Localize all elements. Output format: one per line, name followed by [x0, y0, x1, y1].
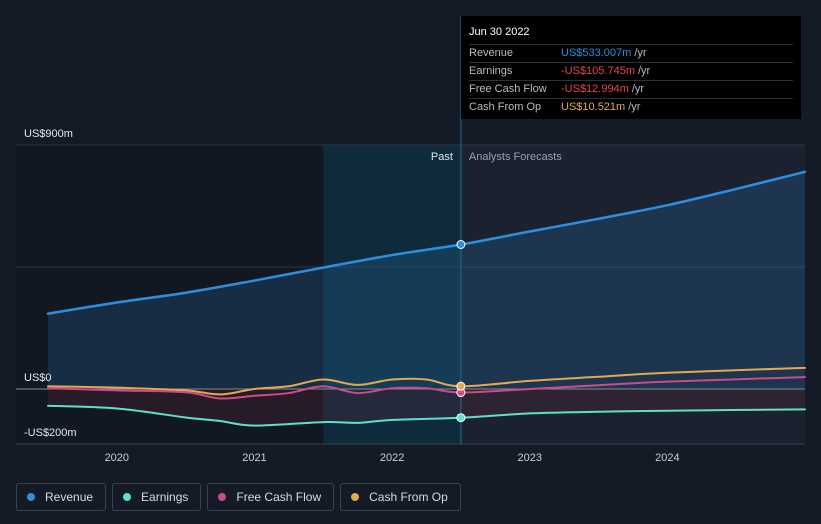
tooltip-value: -US$12.994m	[561, 83, 629, 95]
legend-label: Earnings	[141, 490, 189, 504]
legend-dot-icon	[218, 493, 227, 501]
legend-label: Cash From Op	[369, 490, 448, 504]
tooltip-row-revenue: Revenue US$533.007m /yr	[469, 44, 793, 62]
x-tick-label: 2023	[517, 452, 541, 464]
tooltip-unit: /yr	[634, 47, 647, 59]
legend-item-cash-from-op[interactable]: Cash From Op	[340, 483, 461, 511]
series-line-cash-from-op	[47, 366, 806, 396]
tooltip: Jun 30 2022 Revenue US$533.007m /yr Earn…	[461, 16, 801, 119]
legend-label: Free Cash Flow	[236, 490, 322, 504]
legend-dot-icon	[27, 493, 35, 501]
past-label: Past	[431, 151, 453, 163]
tooltip-row-free-cash-flow: Free Cash Flow -US$12.994m /yr	[469, 80, 793, 98]
x-tick-label: 2022	[380, 452, 404, 464]
tooltip-unit: /yr	[631, 83, 645, 95]
legend-dot-icon	[351, 493, 360, 501]
tooltip-unit: /yr	[628, 101, 641, 113]
legend-item-free-cash-flow[interactable]: Free Cash Flow	[207, 483, 335, 511]
data-point-marker	[456, 413, 466, 423]
tooltip-row-cash-from-op: Cash From Op US$10.521m /yr	[469, 98, 793, 116]
tooltip-value: -US$105.745m	[561, 65, 635, 77]
legend-item-earnings[interactable]: Earnings	[112, 483, 202, 511]
y-tick-label: US$900m	[24, 128, 73, 140]
legend-label: Revenue	[45, 490, 94, 504]
tooltip-date: Jun 30 2022	[469, 26, 530, 38]
legend-item-revenue[interactable]: Revenue	[16, 483, 107, 511]
series-line-revenue	[46, 170, 807, 315]
series-line-earnings	[47, 404, 806, 427]
data-point-marker	[456, 239, 466, 249]
series-line-free-cash-flow	[47, 376, 806, 400]
y-tick-label: US$0	[24, 372, 52, 384]
tooltip-value: US$10.521m	[561, 101, 626, 113]
highlight-region	[323, 145, 461, 444]
tooltip-value: US$533.007m	[561, 47, 632, 59]
forecast-label: Analysts Forecasts	[469, 151, 562, 163]
x-tick-label: 2021	[242, 452, 266, 464]
data-point-marker	[456, 381, 466, 391]
tooltip-label: Revenue	[469, 47, 514, 59]
tooltip-label: Free Cash Flow	[469, 83, 547, 95]
legend: Revenue Earnings Free Cash Flow Cash Fro…	[16, 483, 461, 511]
legend-dot-icon	[123, 493, 132, 501]
x-tick-label: 2024	[655, 452, 679, 464]
tooltip-label: Cash From Op	[469, 101, 542, 113]
tooltip-label: Earnings	[469, 65, 513, 77]
y-tick-label: -US$200m	[24, 427, 77, 439]
forecast-region	[460, 145, 805, 444]
x-tick-label: 2020	[105, 452, 129, 464]
tooltip-row-earnings: Earnings -US$105.745m /yr	[469, 62, 793, 80]
revenue-area	[48, 171, 805, 389]
tooltip-unit: /yr	[638, 65, 651, 77]
